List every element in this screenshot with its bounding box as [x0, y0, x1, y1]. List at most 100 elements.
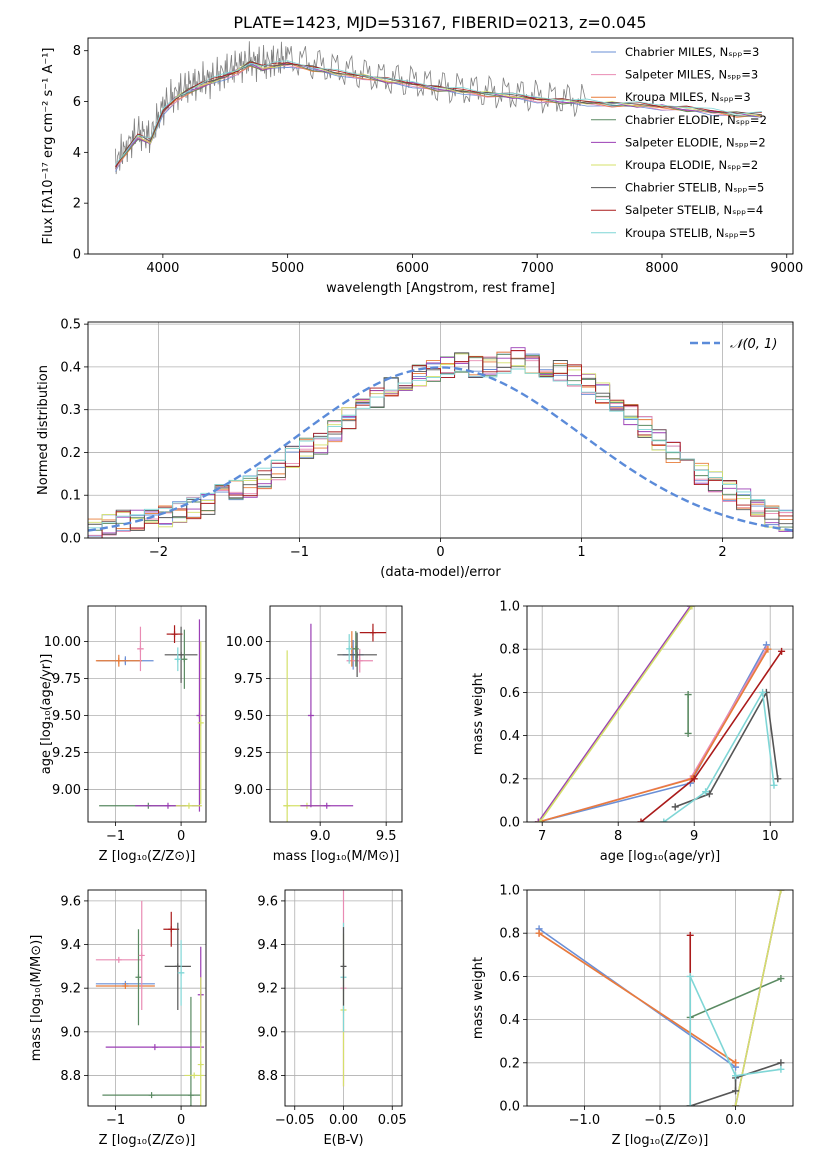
x-tick-label: 0.05 [378, 1113, 407, 1128]
y-tick-label: 0.0 [499, 1100, 520, 1115]
data-point [165, 627, 198, 683]
data-point [181, 630, 187, 689]
weight-line [641, 651, 782, 822]
data-point [106, 1044, 204, 1050]
x-tick-label: 0.0 [725, 1113, 746, 1128]
y-tick-label: 9.2 [257, 982, 278, 997]
legend-entry: Salpeter MILES, Nₛₚₚ=3 [625, 68, 758, 82]
point-marker [139, 952, 145, 958]
y-tick-label: 8.8 [60, 1069, 81, 1084]
point-marker [172, 631, 178, 637]
weight-marker [777, 1059, 784, 1066]
x-tick-label: −1.0 [569, 1113, 601, 1128]
x-tick-label: 0 [436, 545, 444, 560]
y-axis-label: mass weight [471, 957, 486, 1039]
weight-line [664, 692, 774, 822]
y-tick-label: 8 [73, 44, 81, 59]
y-tick-label: 9.25 [234, 746, 263, 761]
point-marker [116, 957, 122, 963]
data-spectrum-line [115, 41, 585, 174]
point-marker [175, 656, 181, 662]
y-axis-label: age [log₁₀(age/yr)] [39, 654, 54, 775]
point-marker [181, 656, 187, 662]
data-point [176, 803, 202, 809]
point-marker [135, 974, 141, 980]
y-tick-label: 0.4 [60, 360, 81, 375]
legend: Chabrier MILES, Nₛₚₚ=3Salpeter MILES, Nₛ… [591, 45, 767, 240]
x-tick-label: 9.5 [376, 829, 397, 844]
data-point [165, 923, 191, 1010]
y-tick-label: 0.6 [499, 970, 520, 985]
legend-entry: Chabrier ELODIE, Nₛₚₚ=2 [625, 113, 767, 127]
x-axis-label: Z [log₁₀(Z/Z⊙)] [99, 849, 196, 864]
x-axis-label: (data-model)/error [380, 565, 501, 580]
x-tick-label: 10 [762, 829, 779, 844]
panel-mass-vs-Z: −108.89.09.29.49.6Z [log₁₀(Z/Z⊙)]mass [l… [29, 890, 206, 1170]
data-point [337, 633, 377, 677]
data-point [96, 655, 142, 667]
y-tick-label: 0.1 [60, 489, 81, 504]
legend-entry: 𝒩(0, 1) [730, 337, 777, 352]
data-point [139, 901, 145, 1010]
legend-entry: Salpeter ELODIE, Nₛₚₚ=2 [625, 135, 766, 149]
y-tick-label: 9.50 [52, 709, 81, 724]
axes-frame [527, 606, 793, 822]
point-marker [178, 970, 184, 976]
legend-entry: Salpeter STELIB, Nₛₚₚ=4 [625, 203, 763, 217]
y-tick-label: 9.00 [234, 783, 263, 798]
point-marker [168, 926, 174, 932]
data-point [96, 957, 142, 963]
x-tick-label: 7000 [521, 261, 554, 276]
x-axis-label: wavelength [Angstrom, rest frame] [326, 281, 555, 296]
panel-mass-weight-vs-age: 789100.00.20.40.60.81.0age [log₁₀(age/yr… [471, 600, 793, 865]
y-tick-label: 9.25 [52, 746, 81, 761]
y-tick-label: 0.8 [499, 643, 520, 658]
x-tick-label: 8 [614, 829, 622, 844]
y-tick-label: 9.0 [257, 1025, 278, 1040]
y-axis-label: mass [log₁₀(M/M⊙)] [29, 935, 44, 1062]
data-point [178, 940, 185, 1005]
x-tick-label: 6000 [396, 261, 429, 276]
y-tick-label: 0.2 [499, 772, 520, 787]
y-tick-label: 9.6 [257, 894, 278, 909]
x-tick-label: −1 [106, 829, 125, 844]
data-point [308, 624, 314, 807]
y-tick-label: 0 [73, 248, 81, 263]
y-tick-label: 9.75 [52, 672, 81, 687]
x-axis-label: E(B-V) [323, 1133, 363, 1148]
weight-marker [687, 973, 694, 980]
axes-frame [88, 890, 206, 1106]
point-marker [137, 646, 143, 652]
y-tick-label: 9.4 [257, 938, 278, 953]
x-tick-label: −0.05 [275, 1113, 315, 1128]
weight-line [538, 645, 766, 822]
y-tick-label: 8.8 [257, 1069, 278, 1084]
legend-entry: Chabrier STELIB, Nₛₚₚ=5 [625, 181, 764, 195]
weight-marker [771, 782, 778, 789]
weight-series [536, 930, 739, 1067]
y-tick-label: 0.2 [499, 1056, 520, 1071]
y-tick-label: 0.4 [499, 1013, 520, 1028]
x-tick-label: 7 [538, 829, 546, 844]
x-tick-label: 8000 [645, 261, 678, 276]
figure-title: PLATE=1423, MJD=53167, FIBERID=0213, z=0… [233, 13, 646, 32]
point-marker [324, 803, 330, 809]
point-marker [175, 963, 181, 969]
point-marker [178, 652, 184, 658]
data-point [198, 642, 204, 805]
weight-line [736, 890, 781, 1106]
y-axis-label: mass weight [471, 673, 486, 755]
x-tick-label: 5000 [271, 261, 304, 276]
y-tick-label: 4 [73, 146, 81, 161]
panel-age-vs-mass: 9.09.59.009.259.509.7510.00mass [log₁₀(M… [226, 606, 402, 961]
panel-histogram: −2−10120.00.10.20.30.40.5(data-model)/er… [36, 318, 793, 580]
weight-series [638, 648, 786, 826]
x-tick-label: −0.5 [644, 1113, 676, 1128]
weight-line [540, 606, 692, 822]
data-point [137, 627, 144, 671]
data-point [135, 929, 141, 1025]
panel-mass-weight-vs-Z: −1.0−0.50.00.00.20.40.60.81.0Z [log₁₀(Z/… [471, 884, 793, 1149]
x-tick-label: −1 [106, 1113, 125, 1128]
y-tick-label: 0.2 [60, 446, 81, 461]
